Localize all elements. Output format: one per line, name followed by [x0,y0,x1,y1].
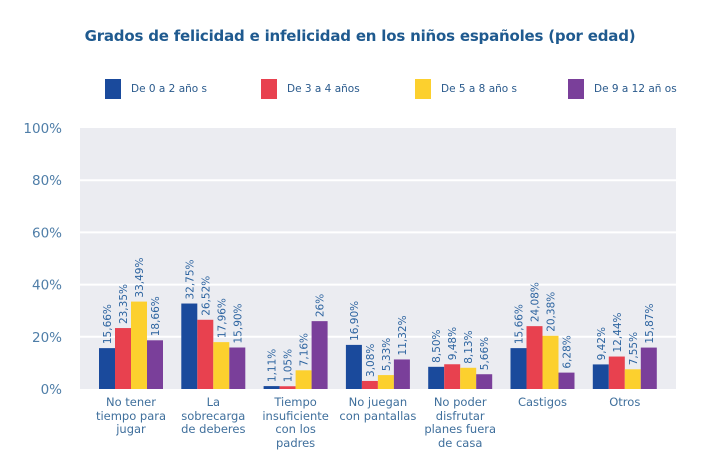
bar [115,328,131,389]
value-label: 24,08% [530,282,542,322]
bar [131,301,147,389]
y-tick-label: 80% [32,173,62,189]
value-label: 7,16% [299,333,311,366]
x-tick-label: No poder disfrutar planes fuera de casa [424,395,497,450]
legend-label: De 5 a 8 año s [441,83,518,95]
plot-area [80,128,676,389]
bar [510,348,527,389]
value-label: 9,42% [596,327,608,360]
legend-item-9-12: De 9 a 12 añ os [568,78,677,100]
value-label: 32,75% [184,259,196,299]
bar [279,386,296,389]
bar [263,386,280,389]
bar [181,303,198,389]
value-label: 5,33% [381,338,393,371]
legend-item-0-2: De 0 a 2 año s [105,78,207,100]
value-label: 15,66% [102,304,114,344]
bar [542,335,559,389]
y-tick-label: 100% [23,121,62,137]
bars [99,301,657,389]
y-tick-label: 20% [32,330,62,346]
value-label: 26,52% [200,276,212,316]
y-tick-label: 0% [41,382,63,398]
value-label: 9,48% [447,327,459,360]
value-label: 33,49% [134,258,146,298]
value-label: 16,90% [349,301,361,341]
bar [377,375,394,389]
x-tick-label: Castigos [517,395,568,409]
bar [361,380,378,389]
legend-swatch [568,79,584,99]
x-tick-label: No tener tiempo para jugar [95,395,167,436]
value-label: 8,50% [431,329,443,362]
bar [476,374,493,389]
y-axis: 0% 20% 40% 60% 80% 100% [23,121,62,398]
value-labels: 15,66% 23,35% 33,49% 18,66% 32,75% 26,52% 17,9… [102,258,656,383]
value-label: 3,08% [365,344,377,377]
x-tick-label: Otros [609,395,641,409]
legend-label: De 0 a 2 año s [131,83,208,95]
legend-label: De 3 a 4 años [287,83,360,95]
value-label: 15,87% [644,304,656,344]
bar [624,369,641,389]
bar [608,356,625,389]
legend-swatch [261,79,277,99]
value-label: 23,35% [118,284,130,324]
value-label: 20,38% [546,292,558,332]
gridlines [80,179,676,338]
value-label: 7,55% [628,332,640,365]
value-label: 15,66% [514,304,526,344]
legend-swatch [415,79,431,99]
bar [592,364,609,389]
legend-swatch [105,79,121,99]
legend: De 0 a 2 año s De 3 a 4 años De 5 a 8 añ… [105,78,695,100]
x-tick-label: No juegan con pantallas [339,395,417,423]
legend-item-5-8: De 5 a 8 año s [415,78,517,100]
bar [558,372,575,389]
bar [428,366,445,389]
value-label: 26% [315,294,327,317]
bar [213,342,230,389]
bar [460,367,477,389]
legend-label: De 9 a 12 añ os [594,83,677,95]
bar [393,359,410,389]
chart-title: Grados de felicidad e infelicidad en los… [84,27,636,45]
bar [197,319,214,389]
bar [444,364,461,389]
value-label: 11,32% [397,315,409,355]
value-label: 6,28% [562,335,574,368]
bar [311,321,328,389]
bar [229,347,246,389]
bar [345,344,362,389]
value-label: 8,13% [463,330,475,363]
bar [526,326,543,389]
bar [99,348,115,389]
value-label: 12,44% [612,312,624,352]
value-label: 1,11% [267,349,279,382]
x-tick-label: La sobrecarga de deberes [181,395,246,436]
legend-item-3-4: De 3 a 4 años [261,78,360,100]
y-tick-label: 60% [32,225,62,241]
value-label: 5,66% [479,337,491,370]
value-label: 18,66% [150,296,162,336]
x-tick-label: Tiempo insuficiente con los padres [262,395,329,450]
bar [147,340,163,389]
y-tick-label: 40% [32,278,62,294]
bar [640,347,657,389]
value-label: 17,96% [216,298,228,338]
value-label: 1,05% [283,349,295,382]
value-label: 15,90% [232,303,244,343]
bar [295,370,312,389]
